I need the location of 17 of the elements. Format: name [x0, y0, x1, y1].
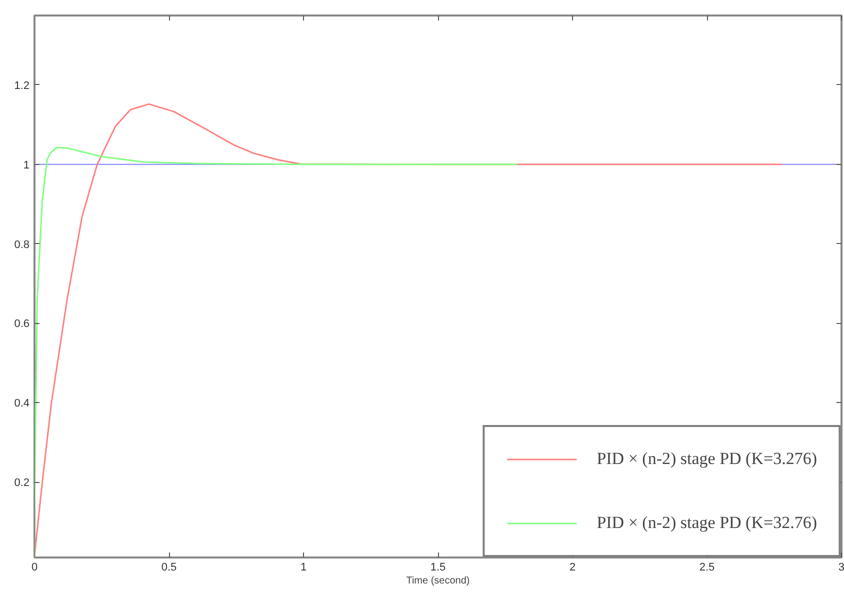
- x-tick-label: 0.5: [161, 562, 177, 574]
- legend-label: PID × (n-2) stage PD (K=32.76): [596, 513, 817, 533]
- x-tick-label: 1.5: [430, 562, 446, 574]
- x-tick-label: 3: [838, 562, 844, 574]
- y-tick-label: 1.2: [14, 80, 30, 92]
- y-tick-label: 0.2: [14, 477, 30, 490]
- y-tick-label: 0.6: [14, 318, 30, 330]
- x-tick-label: 0: [31, 562, 38, 574]
- x-axis-title: Time (second): [406, 576, 470, 586]
- x-tick-label: 2: [569, 562, 576, 574]
- line-series: [34, 146, 518, 558]
- legend-label: PID × (n-2) stage PD (K=3.276): [596, 449, 817, 469]
- x-tick-label: 2.5: [699, 562, 715, 574]
- y-tick-label: 0.4: [14, 398, 30, 410]
- y-tick-label: 1: [23, 159, 30, 172]
- y-tick-label: 0.8: [14, 238, 30, 251]
- x-tick-label: 1: [300, 562, 307, 574]
